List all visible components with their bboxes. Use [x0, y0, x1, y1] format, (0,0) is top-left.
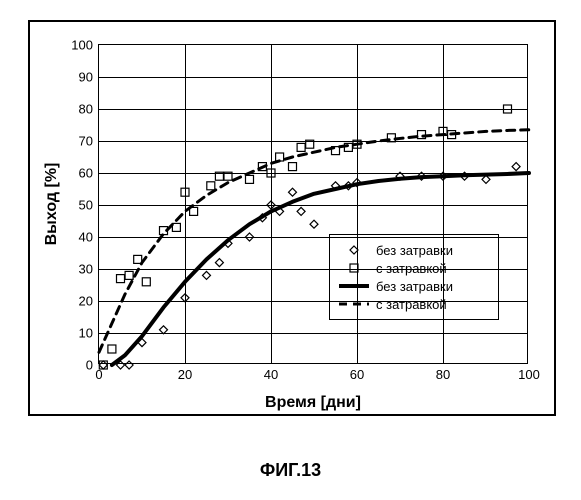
x-tick-label: 20 — [178, 367, 192, 382]
x-axis-title: Время [дни] — [265, 394, 361, 412]
y-tick-label: 90 — [79, 70, 93, 85]
legend-item: с затравкой — [338, 295, 490, 313]
x-tick-label: 40 — [264, 367, 278, 382]
grid-line-h — [99, 141, 527, 142]
figure-caption: ФИГ.13 — [260, 460, 321, 481]
x-tick-label: 0 — [95, 367, 102, 382]
grid-line-h — [99, 269, 527, 270]
grid-line-h — [99, 301, 527, 302]
legend-item: без затравки — [338, 241, 490, 259]
grid-line-h — [99, 205, 527, 206]
y-tick-label: 70 — [79, 134, 93, 149]
x-tick-label: 100 — [518, 367, 540, 382]
grid-line-v — [357, 45, 358, 363]
legend-symbol — [338, 261, 370, 275]
grid-line-v — [271, 45, 272, 363]
y-tick-label: 20 — [79, 294, 93, 309]
legend-symbol — [338, 243, 370, 257]
legend-symbol — [338, 279, 370, 293]
grid-line-h — [99, 237, 527, 238]
y-tick-label: 100 — [71, 38, 93, 53]
grid-line-v — [443, 45, 444, 363]
legend-label: с затравкой — [376, 261, 447, 276]
legend-symbol — [338, 297, 370, 311]
legend-label: с затравкой — [376, 297, 447, 312]
grid-line-v — [185, 45, 186, 363]
legend-item: с затравкой — [338, 259, 490, 277]
y-tick-label: 10 — [79, 326, 93, 341]
y-tick-label: 50 — [79, 198, 93, 213]
legend-box: без затравки с затравкой без затравки с зат… — [329, 234, 499, 320]
y-tick-label: 80 — [79, 102, 93, 117]
grid-line-h — [99, 173, 527, 174]
grid-line-h — [99, 333, 527, 334]
grid-line-h — [99, 77, 527, 78]
y-tick-label: 60 — [79, 166, 93, 181]
x-tick-label: 80 — [436, 367, 450, 382]
legend-item: без затравки — [338, 277, 490, 295]
y-tick-label: 30 — [79, 262, 93, 277]
y-tick-label: 0 — [86, 358, 93, 373]
y-axis-title: Выход [%] — [43, 163, 61, 246]
plot-area: без затравки с затравкой без затравки с зат… — [98, 44, 528, 364]
grid-line-h — [99, 109, 527, 110]
figure-page: { "caption": "ФИГ.13", "layout": { "oute… — [0, 0, 581, 500]
x-tick-label: 60 — [350, 367, 364, 382]
y-tick-label: 40 — [79, 230, 93, 245]
legend-label: без затравки — [376, 243, 453, 258]
legend-label: без затравки — [376, 279, 453, 294]
